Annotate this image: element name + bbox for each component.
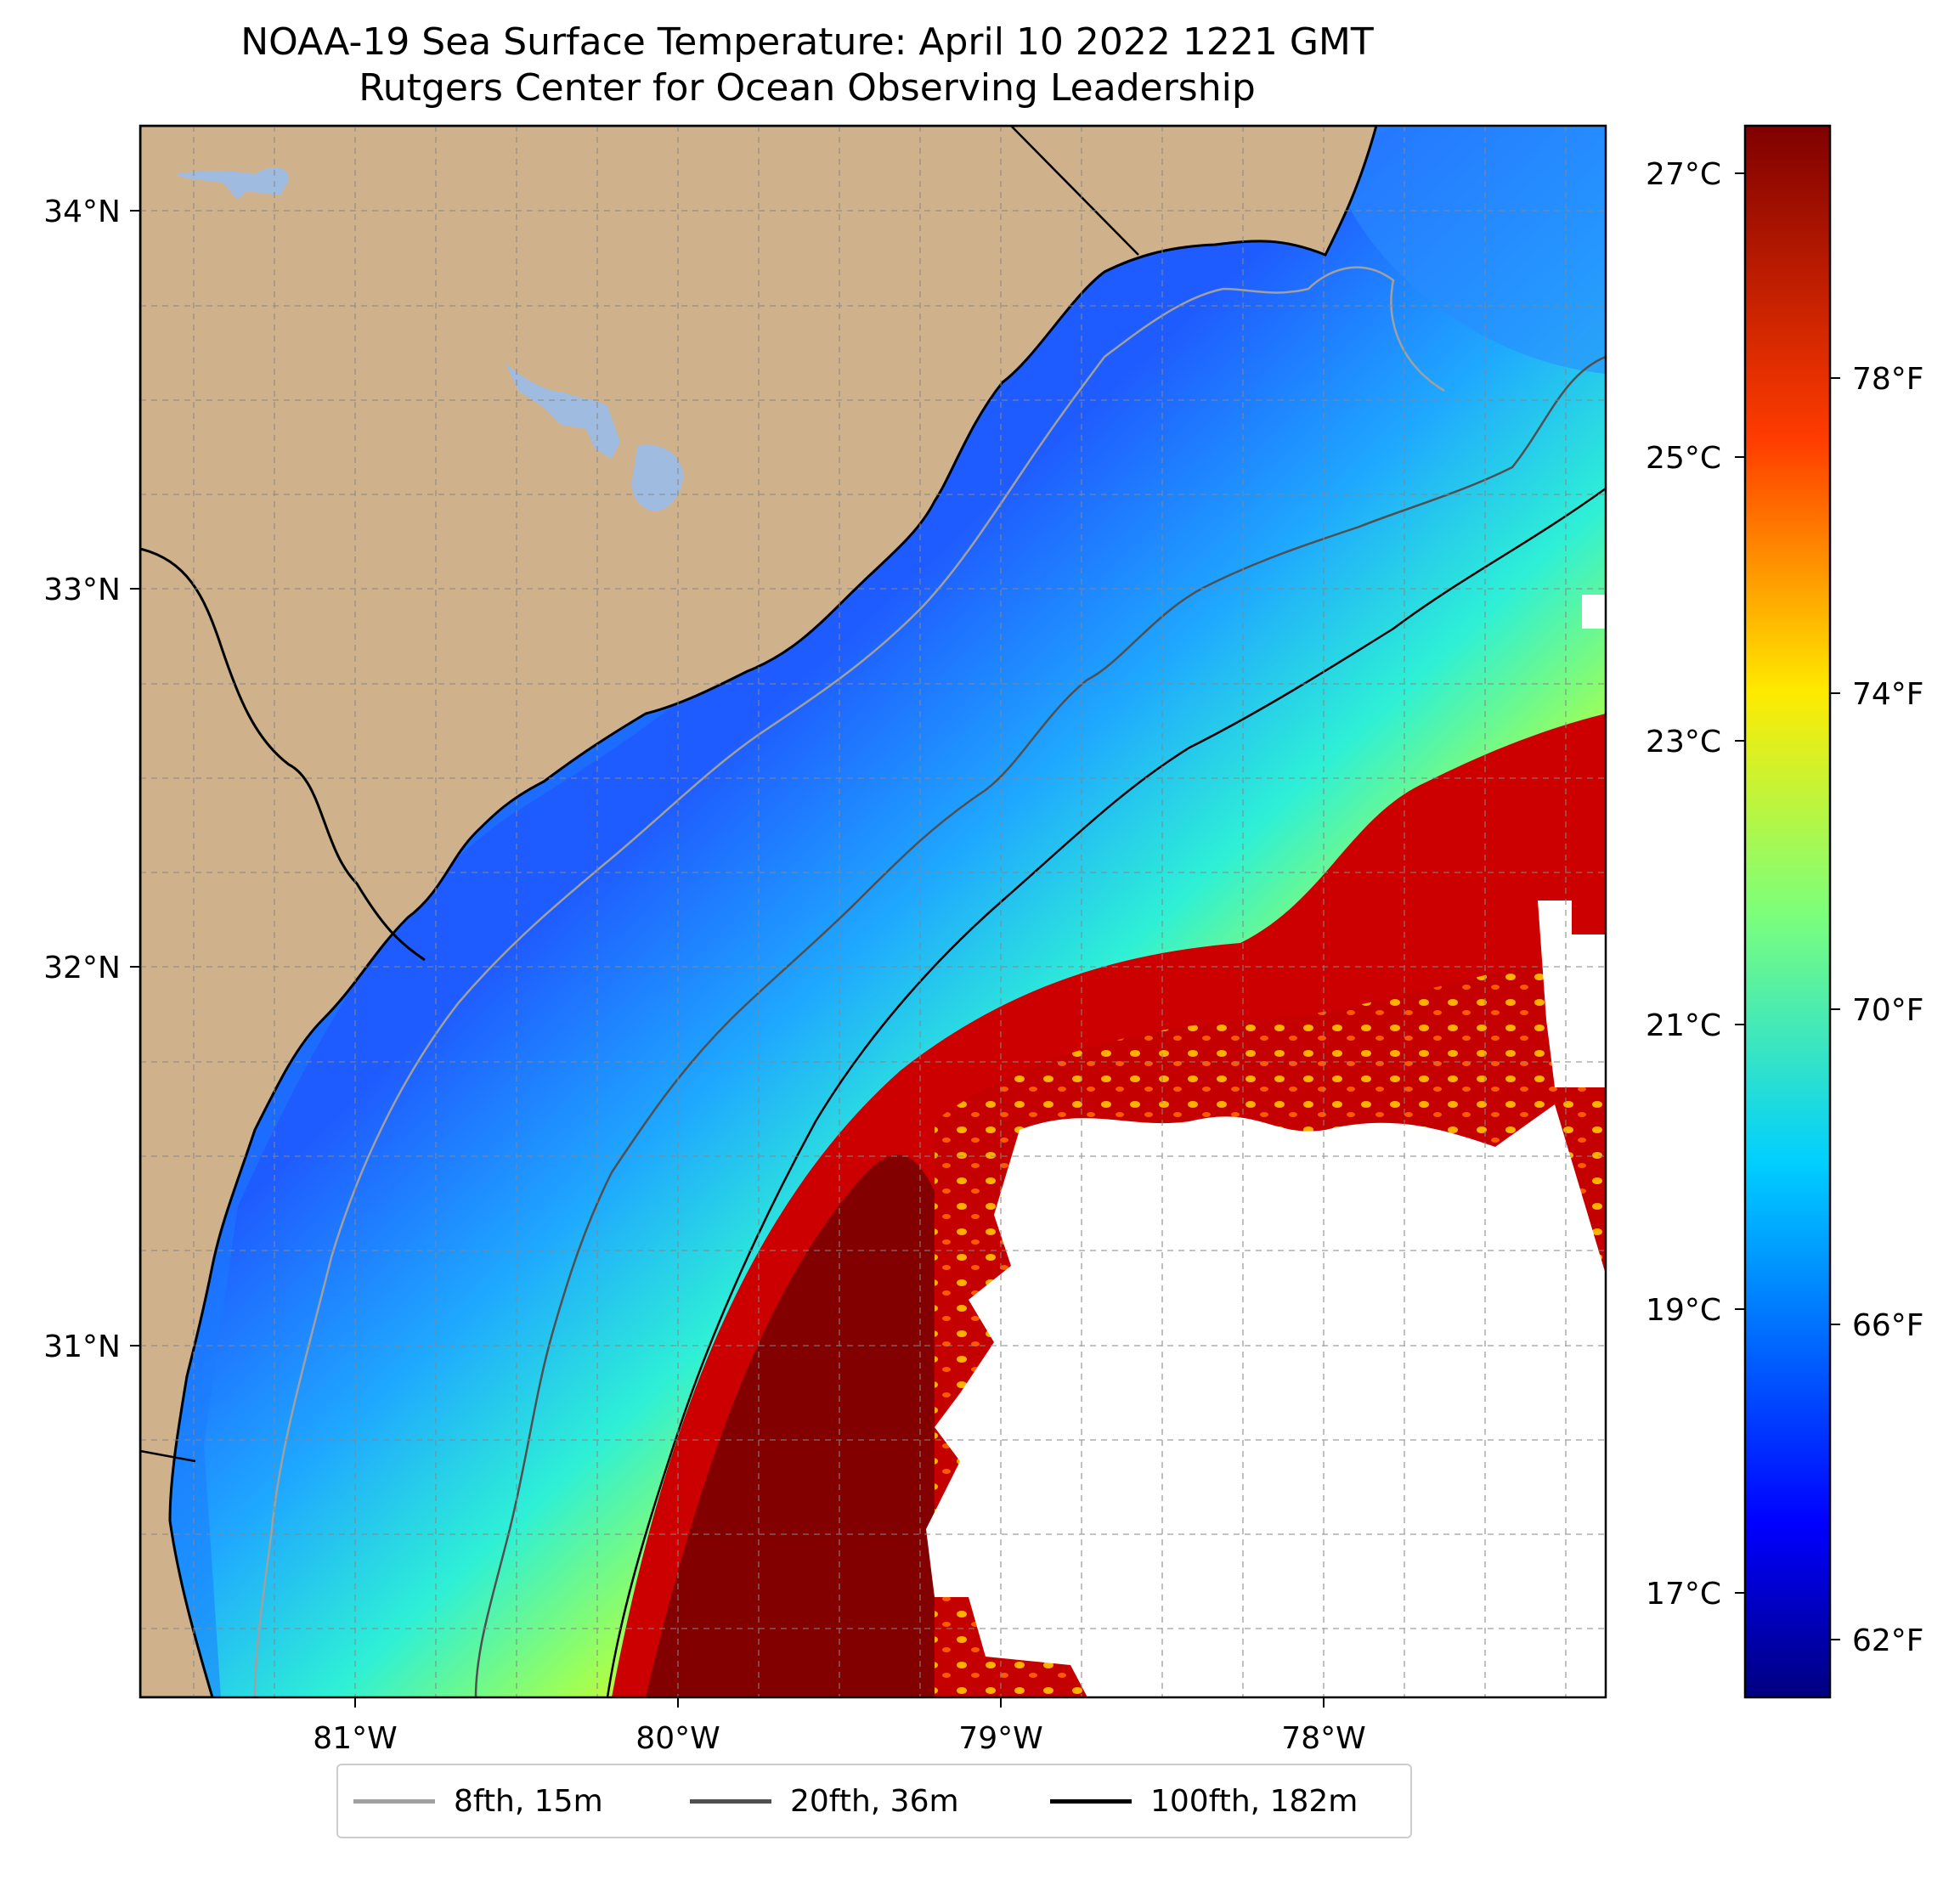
isobath-8fth xyxy=(253,266,1445,1697)
state-border-nc-sc xyxy=(1010,126,1139,256)
celsius-tick-label: 17°C xyxy=(1646,1577,1721,1612)
legend-swatch xyxy=(690,1798,771,1804)
map-subtitle: Rutgers Center for Ocean Observing Leade… xyxy=(359,66,1256,110)
fahrenheit-tick-label: 66°F xyxy=(1852,1308,1924,1343)
legend-label: 100fth, 182m xyxy=(1150,1783,1358,1819)
legend-swatch xyxy=(353,1798,435,1804)
map-title: NOAA-19 Sea Surface Temperature: April 1… xyxy=(240,20,1374,64)
celsius-tick-label: 19°C xyxy=(1646,1293,1721,1328)
fahrenheit-tick-label: 74°F xyxy=(1852,677,1924,712)
state-border-ga-fl xyxy=(140,1449,196,1463)
lon-tick-label: 80°W xyxy=(635,1721,720,1756)
celsius-tick-label: 27°C xyxy=(1646,157,1721,192)
axis-tick-marks xyxy=(130,210,1325,1708)
legend-label: 20fth, 36m xyxy=(790,1783,959,1819)
map-frame xyxy=(138,124,1607,1699)
cloud-patch-east xyxy=(1538,900,1606,1087)
isobath-legend: 8fth, 15m 20fth, 36m 100fth, 182m xyxy=(336,1764,1412,1838)
lat-tick-label: 34°N xyxy=(43,195,121,229)
fahrenheit-tick-label: 70°F xyxy=(1852,993,1924,1028)
legend-item-20fth: 20fth, 36m xyxy=(690,1765,959,1837)
celsius-tick-label: 25°C xyxy=(1646,441,1721,476)
lake-north xyxy=(174,167,289,200)
fahrenheit-tick-label: 62°F xyxy=(1852,1623,1924,1658)
colorbar xyxy=(1743,124,1832,1699)
state-border-sc-ga xyxy=(140,547,426,962)
gulf-stream-max-core xyxy=(646,1155,969,1697)
colorbar-tick-marks xyxy=(1735,172,1840,1640)
cloud-patch-northeast xyxy=(1582,595,1606,629)
map-gridlines xyxy=(140,126,1606,1697)
lat-tick-label: 33°N xyxy=(43,573,121,607)
lake-marion xyxy=(506,364,620,459)
land-carolinas-georgia xyxy=(140,126,1378,1697)
map-panel xyxy=(140,126,1606,1697)
celsius-tick-label: 23°C xyxy=(1646,725,1721,759)
legend-label: 8fth, 15m xyxy=(454,1783,603,1819)
fahrenheit-tick-label: 78°F xyxy=(1852,362,1924,397)
lon-tick-label: 81°W xyxy=(313,1721,397,1756)
isobath-100fth xyxy=(606,487,1606,1697)
cloud-cover-no-data xyxy=(926,1104,1606,1697)
cool-northeast-water xyxy=(1325,126,1606,374)
legend-item-100fth: 100fth, 182m xyxy=(1050,1765,1358,1837)
celsius-tick-label: 21°C xyxy=(1646,1008,1721,1043)
isobath-20fth xyxy=(474,355,1606,1697)
lon-tick-label: 78°W xyxy=(1281,1721,1365,1756)
legend-swatch xyxy=(1050,1798,1132,1804)
lon-tick-label: 79°W xyxy=(958,1721,1042,1756)
legend-item-8fth: 8fth, 15m xyxy=(353,1765,603,1837)
lat-tick-label: 32°N xyxy=(43,951,121,985)
lat-tick-label: 31°N xyxy=(43,1330,121,1364)
